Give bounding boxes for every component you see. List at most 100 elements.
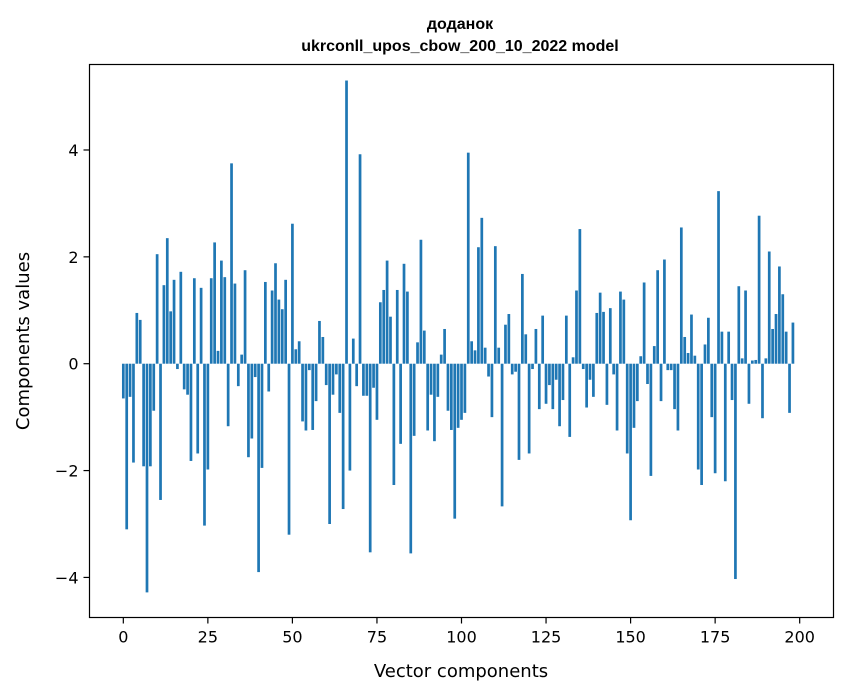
bar-23 — [199, 287, 203, 364]
bar-115 — [510, 363, 514, 375]
y-axis-ticks: −4 −2 0 2 4 — [55, 141, 90, 587]
bar-79 — [389, 316, 392, 364]
bar-35 — [240, 354, 244, 364]
bar-64 — [338, 363, 342, 413]
bar-74 — [372, 363, 375, 388]
bar-160 — [663, 259, 666, 364]
bar-166 — [683, 336, 687, 364]
bar-109 — [490, 363, 494, 418]
bar-141 — [598, 292, 602, 364]
y-axis-label: Components values — [13, 252, 34, 430]
bar-168 — [690, 314, 693, 364]
bar-19 — [186, 363, 189, 395]
bar-196 — [784, 331, 788, 364]
bar-114 — [507, 314, 511, 364]
bar-80 — [392, 363, 396, 485]
bar-179 — [727, 331, 731, 364]
bar-99 — [456, 363, 460, 428]
bar-53 — [301, 363, 304, 422]
bar-169 — [693, 355, 697, 364]
bar-42 — [264, 281, 267, 364]
bar-66 — [345, 80, 348, 364]
bar-163 — [673, 363, 676, 410]
bar-32 — [230, 163, 233, 364]
bar-84 — [406, 291, 409, 364]
bar-18 — [182, 363, 186, 390]
bar-125 — [544, 363, 548, 404]
bar-100 — [460, 363, 463, 420]
bar-134 — [575, 290, 578, 364]
bar-126 — [548, 363, 551, 386]
bar-38 — [250, 363, 254, 439]
bar-52 — [297, 341, 301, 364]
bar-185 — [747, 363, 751, 404]
bar-161 — [666, 363, 670, 371]
bar-13 — [165, 238, 169, 364]
bar-20 — [189, 363, 193, 461]
bar-17 — [179, 271, 183, 364]
bar-110 — [493, 246, 497, 364]
bar-106 — [480, 217, 484, 364]
bar-94 — [439, 354, 443, 364]
bar-111 — [497, 347, 501, 364]
bar-148 — [622, 299, 626, 364]
bar-181 — [734, 363, 737, 580]
bar-16 — [176, 363, 179, 370]
bar-10 — [155, 254, 159, 364]
bar-45 — [274, 263, 277, 364]
bar-70 — [358, 154, 362, 364]
bar-174 — [710, 363, 714, 418]
bar-22 — [196, 363, 200, 454]
bar-82 — [399, 363, 402, 444]
bar-140 — [595, 312, 599, 364]
bar-173 — [707, 317, 710, 364]
bar-6 — [142, 363, 145, 467]
bar-197 — [788, 363, 791, 413]
bar-63 — [335, 363, 338, 375]
bar-119 — [524, 334, 528, 364]
bar-93 — [436, 363, 440, 397]
bar-138 — [588, 363, 592, 380]
bar-75 — [375, 363, 379, 420]
bar-154 — [642, 282, 646, 364]
bar-57 — [314, 363, 318, 402]
bar-91 — [429, 363, 433, 395]
bar-25 — [206, 363, 210, 470]
bar-56 — [311, 363, 315, 430]
bar-12 — [162, 285, 166, 364]
bar-165 — [679, 227, 683, 364]
bar-15 — [172, 279, 176, 364]
y-tick-label: −2 — [55, 462, 79, 481]
bar-103 — [470, 341, 473, 364]
bar-61 — [328, 363, 331, 524]
bar-108 — [487, 363, 490, 377]
bar-132 — [568, 363, 572, 437]
bar-159 — [659, 363, 663, 402]
bar-144 — [608, 308, 612, 364]
y-tick-label: 2 — [68, 248, 78, 267]
bar-0 — [121, 363, 125, 399]
bar-26 — [209, 278, 213, 364]
bar-46 — [277, 299, 281, 364]
bar-62 — [331, 363, 335, 395]
bar-98 — [453, 363, 457, 519]
bar-117 — [517, 363, 521, 460]
bar-189 — [761, 363, 764, 419]
bar-47 — [280, 309, 284, 364]
bar-85 — [409, 363, 413, 554]
bar-36 — [243, 270, 247, 364]
bar-49 — [287, 363, 291, 535]
bar-136 — [581, 363, 585, 370]
x-tick-label: 175 — [700, 628, 731, 647]
bar-31 — [226, 363, 230, 427]
bar-170 — [696, 363, 700, 470]
x-tick-label: 100 — [446, 628, 477, 647]
bar-176 — [717, 191, 720, 364]
y-tick-label: 4 — [68, 141, 78, 160]
bar-33 — [233, 283, 237, 364]
bar-4 — [135, 312, 139, 364]
bar-158 — [656, 270, 659, 364]
bar-8 — [149, 363, 152, 467]
bar-72 — [365, 363, 369, 396]
bar-175 — [713, 363, 717, 474]
